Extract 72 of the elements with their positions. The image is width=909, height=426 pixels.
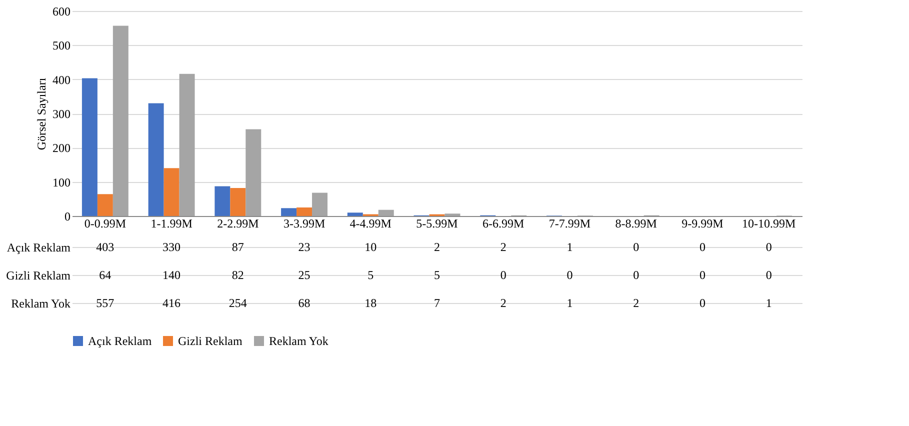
data-label: 68 <box>298 296 310 310</box>
data-label: 403 <box>96 240 114 254</box>
data-label: 0 <box>699 268 706 282</box>
x-tick-label: 6-6.99M <box>482 216 525 230</box>
bar <box>378 210 394 216</box>
x-tick-label: 0-0.99M <box>84 216 126 230</box>
bar <box>148 103 164 216</box>
data-label: 0 <box>633 268 640 282</box>
data-label: 0 <box>566 268 573 282</box>
y-axis-title: Görsel Sayıları <box>34 77 48 150</box>
bar <box>230 188 246 216</box>
bar <box>281 208 297 216</box>
y-tick-label: 100 <box>52 175 70 190</box>
x-tick-label: 4-4.99M <box>350 216 392 230</box>
x-tick-label: 1-1.99M <box>150 216 193 230</box>
data-label: 82 <box>232 268 244 282</box>
data-label: 1 <box>566 240 573 254</box>
data-label: 254 <box>228 296 247 310</box>
data-label: 2 <box>500 240 506 254</box>
bar <box>246 129 262 216</box>
data-label: 330 <box>162 240 181 254</box>
text: Reklam Yok <box>11 296 70 310</box>
bar <box>97 194 113 216</box>
data-label: 10 <box>364 240 377 254</box>
data-label: 0 <box>766 268 772 282</box>
y-tick-label: 0 <box>64 210 70 224</box>
data-label: 2 <box>500 296 506 310</box>
y-tick-label: 600 <box>52 4 70 18</box>
data-label: 140 <box>162 268 181 282</box>
x-tick-label: 10-10.99M <box>742 216 796 230</box>
y-tick-label: 200 <box>52 141 70 156</box>
data-label: 557 <box>96 296 114 310</box>
x-tick-label: 8-8.99M <box>615 216 658 230</box>
data-label: 0 <box>699 296 706 310</box>
text: Gizli Reklam <box>6 268 70 282</box>
bar <box>296 207 312 216</box>
data-label: 64 <box>99 268 112 282</box>
data-label: 2 <box>434 240 440 254</box>
legend-label: Gizli Reklam <box>178 334 243 348</box>
bar <box>82 78 98 216</box>
legend-label: Reklam Yok <box>269 334 328 348</box>
y-tick-label: 400 <box>52 72 70 87</box>
data-label: 7 <box>434 296 440 310</box>
data-label: 5 <box>368 268 374 282</box>
bar <box>179 74 195 216</box>
data-label: 2 <box>633 296 640 310</box>
x-tick-label: 9-9.99M <box>682 216 724 230</box>
x-tick-label: 5-5.99M <box>416 216 458 230</box>
data-label: 87 <box>232 240 244 254</box>
bar <box>214 186 230 216</box>
bar <box>347 212 363 216</box>
bar <box>164 168 180 216</box>
legend-label: Açık Reklam <box>88 334 152 348</box>
bar <box>312 192 328 216</box>
data-label: 0 <box>699 240 706 254</box>
data-label: 1 <box>566 296 573 310</box>
data-label: 0 <box>500 268 506 282</box>
text: Açık Reklam <box>6 240 70 254</box>
data-label: 416 <box>162 296 181 310</box>
y-tick-label: 500 <box>52 38 70 53</box>
data-label: 5 <box>434 268 440 282</box>
x-tick-label: 3-3.99M <box>283 216 326 230</box>
x-tick-label: 2-2.99M <box>217 216 260 230</box>
data-label: 0 <box>633 240 640 254</box>
data-label: 0 <box>766 240 772 254</box>
y-tick-label: 300 <box>52 107 70 121</box>
data-label: 18 <box>364 296 377 310</box>
bar <box>112 26 128 216</box>
data-label: 1 <box>766 296 772 310</box>
data-label: 23 <box>298 240 310 254</box>
x-tick-label: 7-7.99M <box>548 216 591 230</box>
data-label: 25 <box>298 268 310 282</box>
